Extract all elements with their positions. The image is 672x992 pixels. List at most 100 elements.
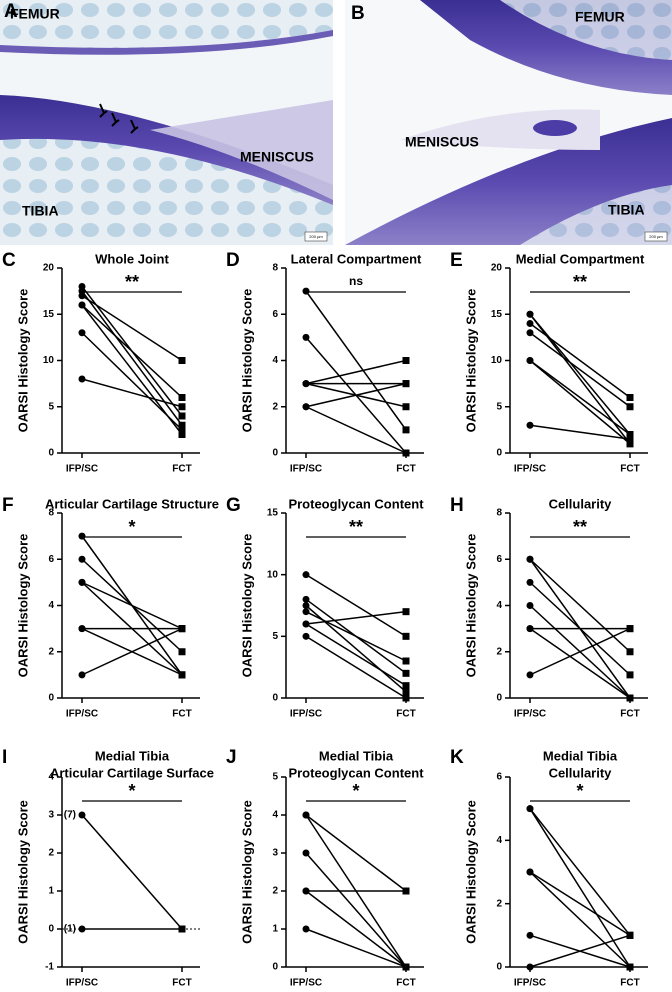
data-point — [626, 431, 634, 438]
y-tick-label: 2 — [272, 886, 278, 897]
data-point — [402, 380, 410, 388]
y-tick-label: 0 — [272, 693, 278, 704]
data-point — [302, 632, 310, 640]
y-tick-label: -1 — [45, 962, 54, 973]
pair-line — [81, 332, 183, 431]
y-tick-label: 5 — [272, 631, 278, 642]
chart-panel: H Cellularity OARSI Histology Score 0 2 4 6 8 IF… — [450, 495, 648, 720]
data-point — [402, 682, 410, 690]
data-point — [626, 931, 634, 939]
y-tick-label: 2 — [48, 848, 54, 859]
histology-image-a — [0, 0, 333, 245]
pair-line — [305, 382, 407, 408]
panel-letter: D — [226, 250, 240, 271]
x-tick-label: FCT — [172, 709, 191, 720]
y-tick-label: 0 — [496, 962, 502, 973]
data-point — [302, 608, 310, 616]
y-tick-label: 8 — [48, 508, 54, 519]
y-tick-label: 2 — [496, 898, 502, 909]
significance-label: ** — [349, 517, 363, 537]
tissue-label: MENISCUS — [405, 134, 479, 150]
data-point — [78, 925, 86, 933]
data-point — [526, 310, 534, 318]
data-point — [302, 380, 310, 388]
data-point — [178, 925, 186, 933]
y-tick-label: 4 — [48, 772, 54, 783]
data-point — [78, 301, 86, 309]
data-point — [402, 632, 410, 640]
tissue-label: FEMUR — [575, 9, 625, 25]
tissue-label: TIBIA — [22, 203, 59, 219]
pair-line — [305, 852, 407, 968]
y-tick-label: 0 — [272, 448, 278, 459]
pair-line — [81, 378, 183, 408]
pair-line — [305, 635, 407, 699]
pair-line — [529, 871, 631, 968]
y-axis-label: OARSI Histology Score — [463, 800, 478, 944]
y-tick-label: 3 — [272, 848, 278, 859]
pair-line — [305, 359, 407, 385]
data-point — [302, 849, 310, 857]
data-point — [178, 431, 186, 438]
chart-panel: J Medial Tibia Proteoglycan Content OARSI H… — [226, 747, 424, 989]
x-tick-label: FCT — [620, 464, 639, 475]
pair-line — [529, 627, 631, 676]
data-point — [402, 608, 410, 616]
count-label: (7) — [64, 810, 76, 821]
pair-line — [529, 808, 631, 936]
y-tick-label: 6 — [496, 554, 502, 565]
y-tick-label: 0 — [48, 693, 54, 704]
chart-panel: F Articular Cartilage Structure OARSI Hist… — [2, 495, 219, 720]
significance-label: * — [352, 781, 359, 801]
y-tick-label: 0 — [496, 693, 502, 704]
pair-line — [529, 871, 631, 936]
y-tick-label: 4 — [48, 600, 54, 611]
pair-line — [305, 928, 407, 968]
data-point — [78, 671, 86, 679]
panel-letter: F — [2, 495, 14, 516]
data-point — [302, 571, 310, 579]
chart-title: Medial Tibia — [319, 748, 394, 763]
scale-bar-label: 200 µm — [649, 234, 663, 239]
pair-line — [529, 322, 631, 399]
panel-letter: J — [226, 747, 237, 768]
y-tick-label: 4 — [272, 355, 278, 366]
data-point — [178, 394, 186, 401]
data-point — [402, 887, 410, 895]
data-point — [626, 435, 634, 443]
pair-line — [81, 295, 183, 362]
pair-line — [305, 890, 407, 968]
x-tick-label: FCT — [620, 709, 639, 720]
data-point — [302, 925, 310, 933]
chart-title: Lateral Compartment — [291, 251, 422, 266]
data-point — [78, 811, 86, 819]
pair-line — [81, 814, 183, 930]
pair-line — [529, 628, 631, 699]
panel-letter: B — [351, 3, 365, 24]
y-tick-label: 10 — [267, 569, 279, 580]
data-point — [526, 421, 534, 429]
data-point — [178, 357, 186, 364]
data-point — [526, 963, 534, 971]
chart-panel: G Proteoglycan Content OARSI Histology Sco… — [226, 495, 424, 720]
pair-line — [305, 610, 407, 662]
y-tick-label: 0 — [496, 448, 502, 459]
data-point — [526, 931, 534, 939]
y-tick-label: 1 — [272, 924, 278, 935]
significance-label: ** — [125, 272, 139, 292]
tissue-label: MENISCUS — [240, 149, 314, 165]
data-point — [402, 694, 410, 702]
tissue-label: FEMUR — [10, 6, 60, 22]
chart-title: Medial Tibia — [95, 748, 170, 763]
y-tick-label: 8 — [272, 263, 278, 274]
data-point — [526, 555, 534, 563]
data-point — [78, 292, 86, 300]
data-point — [402, 963, 410, 971]
data-point — [626, 671, 634, 679]
data-point — [526, 578, 534, 586]
data-point — [302, 602, 310, 609]
data-point — [302, 887, 310, 895]
data-point — [302, 333, 310, 341]
chart-panel: D Lateral Compartment OARSI Histology Scor… — [226, 250, 424, 475]
data-point — [302, 595, 310, 603]
